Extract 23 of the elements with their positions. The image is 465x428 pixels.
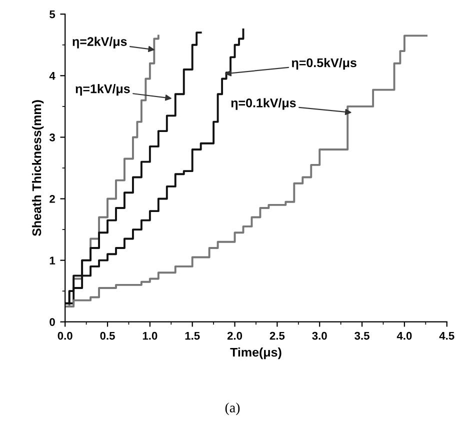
x-tick-label: 3.5: [354, 332, 370, 340]
x-tick-label: 2.0: [227, 332, 242, 340]
y-axis-title: Sheath Thickness(mm): [32, 100, 44, 236]
x-tick-label: 1.0: [142, 332, 158, 340]
y-tick-label: 3: [49, 133, 55, 142]
y-tick-label: 0: [50, 318, 55, 326]
text: (a): [225, 402, 240, 416]
x-tick-label: 1.5: [185, 332, 200, 340]
x-tick-label: 4.5: [439, 332, 454, 340]
annotation: η=1kV/μs: [76, 84, 130, 96]
annotation: η=2kV/μs: [72, 36, 127, 48]
x-tick-label: 2.5: [270, 332, 285, 340]
y-tick-label: 1: [50, 256, 56, 264]
x-tick-label: 4.0: [396, 332, 412, 340]
y-tick-label: 4: [49, 72, 56, 80]
x-tick-label: 0.5: [100, 332, 115, 340]
x-tick-label: 3.0: [312, 332, 327, 340]
x-tick-label: 0.0: [58, 332, 72, 340]
x-axis-title: Time(μs): [230, 347, 282, 360]
y-tick-label: 2: [50, 195, 55, 203]
y-tick-label: 5: [50, 10, 56, 18]
annotation: η=0.5kV/μs: [292, 58, 356, 70]
annotation: η=0.1kV/μs: [231, 98, 296, 110]
